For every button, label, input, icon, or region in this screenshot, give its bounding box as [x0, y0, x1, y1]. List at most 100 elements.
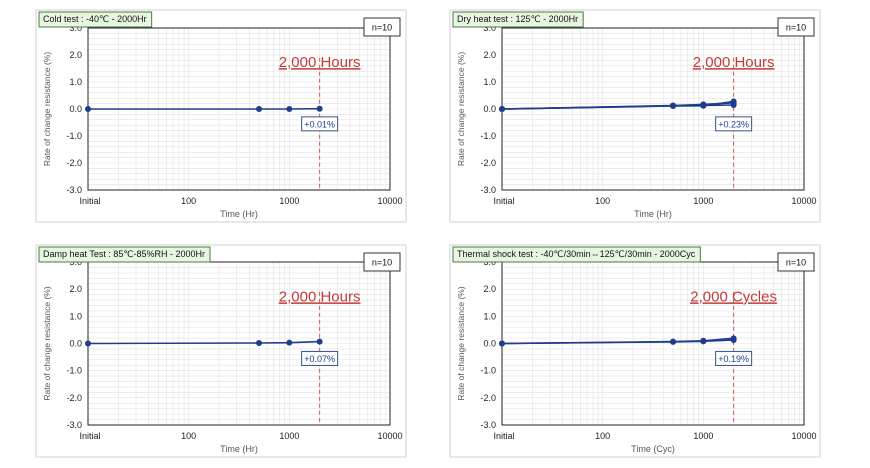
- sample-size-label: n=10: [786, 258, 806, 268]
- sample-size-label: n=10: [372, 23, 392, 33]
- data-point: [85, 340, 91, 347]
- chart-title: Cold test : -40℃ - 2000Hr: [43, 14, 147, 24]
- series-line-2: [501, 339, 734, 345]
- sample-size-label: n=10: [786, 23, 806, 33]
- y-tick-label: 1.0: [69, 311, 82, 321]
- y-tick-label: -1.0: [66, 366, 82, 376]
- chart-frame: [35, 244, 407, 458]
- y-tick-label: -2.0: [480, 393, 496, 403]
- x-tick-label: 100: [595, 431, 610, 441]
- sample-size-box: [777, 17, 815, 37]
- y-axis-label: Rate of change resistance (%): [456, 286, 466, 401]
- y-tick-label: 3.0: [69, 23, 82, 33]
- series-line-1: [87, 340, 320, 345]
- data-point: [316, 338, 323, 345]
- x-tick-label: Initial: [493, 196, 514, 206]
- y-tick-label: -1.0: [480, 131, 496, 141]
- chart-title: Dry heat test : 125℃ - 2000Hr: [457, 14, 578, 24]
- sample-size-label: n=10: [372, 258, 392, 268]
- y-tick-label: 0.0: [69, 339, 82, 349]
- data-point: [499, 106, 505, 112]
- x-tick-label: 10000: [377, 196, 402, 206]
- x-axis-label: Time (Cyc): [631, 444, 675, 454]
- milestone-label: 2,000 Cycles: [690, 288, 777, 305]
- y-tick-label: 0.0: [69, 104, 82, 114]
- result-label: +0.23%: [718, 119, 749, 129]
- data-point: [499, 340, 505, 347]
- y-tick-label: -2.0: [480, 158, 496, 168]
- y-axis-label: Rate of change resistance (%): [456, 52, 466, 167]
- milestone-label: 2,000 Hours: [693, 54, 775, 71]
- y-tick-label: 1.0: [483, 311, 496, 321]
- result-box: [715, 350, 753, 366]
- y-tick-label: 2.0: [483, 284, 496, 294]
- result-box: [301, 350, 339, 366]
- result-label: +0.07%: [304, 354, 335, 364]
- y-tick-label: 1.0: [483, 77, 496, 87]
- x-tick-label: Initial: [493, 431, 514, 441]
- x-tick-label: 100: [181, 431, 196, 441]
- y-tick-label: 2.0: [483, 50, 496, 60]
- data-point: [670, 103, 677, 110]
- result-label: +0.01%: [304, 119, 335, 129]
- data-point: [256, 106, 263, 112]
- y-tick-label: 3.0: [483, 23, 496, 33]
- y-axis-label: Rate of change resistance (%): [42, 286, 52, 401]
- series-line-3: [501, 100, 734, 110]
- milestone-label: 2,000 Hours: [279, 54, 361, 71]
- y-tick-label: -3.0: [66, 420, 82, 430]
- sample-size-box: [777, 252, 815, 272]
- y-tick-label: -2.0: [66, 158, 82, 168]
- chart-title-box: [38, 11, 153, 28]
- y-tick-label: -2.0: [66, 393, 82, 403]
- chart-title-box: [452, 246, 701, 263]
- x-tick-label: 10000: [791, 431, 816, 441]
- x-tick-label: 1000: [279, 431, 299, 441]
- chart-panel-3: 3.02.01.00.0-1.0-2.0-3.0Initial100100010…: [35, 244, 407, 458]
- y-tick-label: 1.0: [69, 77, 82, 87]
- chart-frame: [449, 9, 821, 223]
- chart-frame: [449, 244, 821, 458]
- data-point: [670, 338, 677, 345]
- x-tick-label: 100: [181, 196, 196, 206]
- sample-size-box: [363, 17, 401, 37]
- result-box: [301, 116, 339, 132]
- y-tick-label: 0.0: [483, 104, 496, 114]
- chart-title-box: [38, 246, 211, 263]
- result-box: [715, 116, 753, 132]
- x-tick-label: Initial: [79, 431, 100, 441]
- chart-panel-4: 3.02.01.00.0-1.0-2.0-3.0Initial100100010…: [449, 244, 821, 458]
- sample-size-box: [363, 252, 401, 272]
- y-tick-label: -3.0: [66, 185, 82, 195]
- data-point: [286, 339, 293, 346]
- data-point: [256, 339, 263, 346]
- data-point: [286, 106, 293, 112]
- data-point: [730, 336, 737, 343]
- y-tick-label: 2.0: [69, 284, 82, 294]
- x-tick-label: 10000: [791, 196, 816, 206]
- x-tick-label: Initial: [79, 196, 100, 206]
- data-point: [730, 98, 737, 105]
- y-tick-label: 2.0: [69, 50, 82, 60]
- chart-frame: [35, 9, 407, 223]
- data-point: [316, 105, 323, 112]
- x-tick-label: 100: [595, 196, 610, 206]
- y-tick-label: -3.0: [480, 420, 496, 430]
- milestone-label: 2,000 Hours: [279, 288, 361, 305]
- data-point: [700, 102, 707, 109]
- y-tick-label: -1.0: [480, 366, 496, 376]
- y-axis-label: Rate of change resistance (%): [42, 52, 52, 167]
- data-point: [700, 338, 707, 345]
- x-tick-label: 1000: [693, 431, 713, 441]
- chart-title: Damp heat Test : 85℃-85%RH - 2000Hr: [43, 249, 205, 259]
- x-axis-label: Time (Hr): [634, 209, 672, 219]
- y-tick-label: -1.0: [66, 131, 82, 141]
- x-tick-label: 1000: [693, 196, 713, 206]
- chart-title-box: [452, 11, 584, 28]
- chart-title: Thermal shock test : -40℃/30min⇔125℃/30m…: [457, 249, 696, 259]
- x-axis-label: Time (Hr): [220, 209, 258, 219]
- x-tick-label: 1000: [279, 196, 299, 206]
